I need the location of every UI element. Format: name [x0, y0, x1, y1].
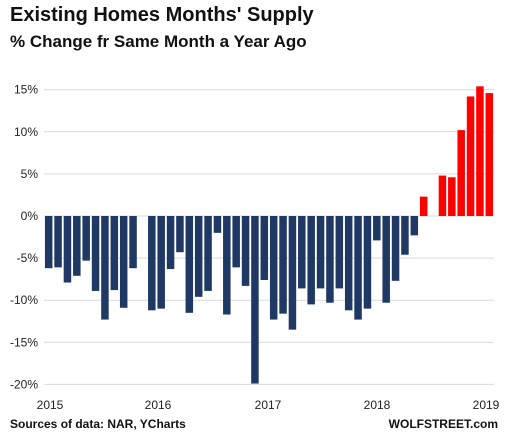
- bar: [232, 216, 240, 268]
- bar: [344, 216, 353, 311]
- y-tick-label: 10%: [14, 125, 38, 139]
- x-tick-label: 2015: [37, 398, 64, 412]
- bar: [129, 216, 137, 269]
- bar: [457, 130, 465, 216]
- bar: [298, 216, 306, 289]
- chart-subtitle: % Change fr Same Month a Year Ago: [10, 32, 307, 51]
- bar: [363, 216, 372, 309]
- y-tick-label: -20%: [10, 377, 38, 391]
- bar: [110, 216, 119, 291]
- bar: [91, 216, 100, 291]
- bar: [269, 216, 278, 320]
- brand-watermark: WOLFSTREET.com: [388, 417, 498, 431]
- bar: [288, 216, 297, 330]
- bar: [54, 216, 62, 268]
- bar: [148, 216, 156, 311]
- bar: [241, 216, 250, 286]
- bar: [410, 216, 419, 236]
- bar: [391, 216, 400, 281]
- bar: [401, 216, 409, 255]
- bar: [354, 216, 362, 320]
- x-tick-label: 2017: [255, 398, 282, 412]
- bar: [213, 216, 222, 233]
- bar: [194, 216, 203, 297]
- bar: [119, 216, 128, 308]
- bar: [466, 96, 475, 216]
- bar: [419, 196, 428, 216]
- bar: [485, 93, 494, 216]
- bar: [476, 86, 484, 216]
- gridlines: [44, 89, 494, 385]
- bar: [251, 216, 259, 384]
- y-axis-ticks: -20% -15% -10% -5% 0% 5% 10% 15%: [10, 83, 38, 392]
- bar: [185, 216, 194, 313]
- source-note: Sources of data: NAR, YCharts: [10, 417, 186, 431]
- x-axis-ticks: 2015 2016 2017 2018 2019: [37, 398, 500, 412]
- bar: [438, 175, 447, 216]
- bar: [63, 216, 72, 283]
- bar: [157, 216, 165, 309]
- x-tick-label: 2019: [473, 398, 500, 412]
- y-tick-label: -5%: [17, 251, 39, 265]
- bar: [44, 216, 53, 269]
- y-tick-label: 15%: [14, 83, 38, 97]
- bar: [307, 216, 315, 305]
- y-tick-label: 5%: [21, 167, 39, 181]
- bar: [316, 216, 325, 289]
- y-tick-label: 0%: [21, 209, 39, 223]
- y-tick-label: -10%: [10, 293, 38, 307]
- bar: [204, 216, 212, 291]
- bar: [176, 216, 184, 253]
- bar: [166, 216, 175, 270]
- bar: [73, 216, 81, 276]
- bar: [335, 216, 344, 289]
- bar: [279, 216, 287, 314]
- bar: [448, 177, 456, 216]
- chart-title: Existing Homes Months' Supply: [10, 4, 314, 26]
- bar: [82, 216, 90, 261]
- bar: [382, 216, 390, 303]
- y-tick-label: -15%: [10, 335, 38, 349]
- bar: [373, 216, 381, 241]
- bars: [44, 86, 494, 384]
- bar: [326, 216, 334, 303]
- bar: [260, 216, 269, 280]
- bar: [101, 216, 109, 320]
- x-tick-label: 2016: [145, 398, 172, 412]
- x-tick-label: 2018: [364, 398, 391, 412]
- bar: [223, 216, 231, 315]
